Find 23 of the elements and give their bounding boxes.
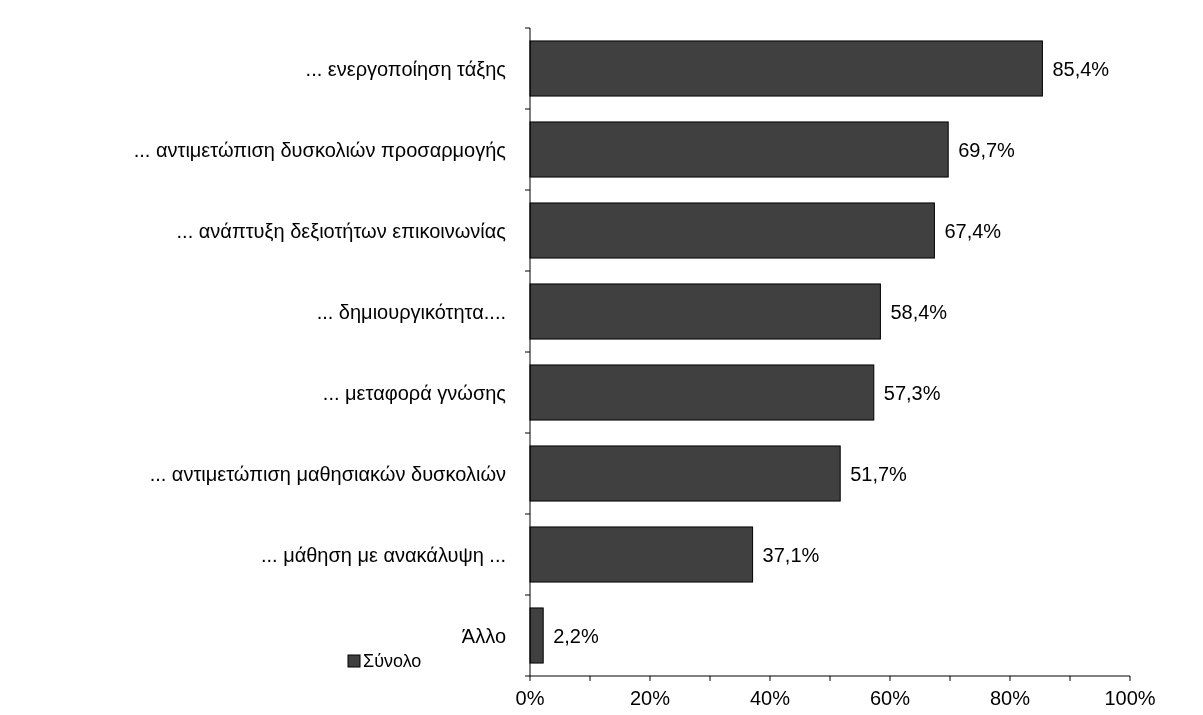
y-tick-label: ... δημιουργικότητα.... <box>316 300 506 323</box>
data-label: 57,3% <box>883 381 941 404</box>
y-tick-label: Άλλο <box>461 624 506 647</box>
y-tick-label: ... ενεργοποίηση τάξης <box>305 57 507 80</box>
y-tick-label: ... μεταφορά γνώσης <box>322 381 507 404</box>
x-tick-label: 20% <box>629 687 671 709</box>
x-tick-label: 60% <box>869 687 911 709</box>
data-label: 51,7% <box>850 462 908 485</box>
x-tick-label: 0% <box>515 687 545 709</box>
y-tick-label: ... ανάπτυξη δεξιοτήτων επικοινωνίας <box>176 219 507 242</box>
y-tick-label: ... αντιμετώπιση μαθησιακών δυσκολιών <box>149 462 506 485</box>
y-tick-label: ... αντιμετώπιση δυσκολιών προσαρμογής <box>133 138 507 161</box>
data-label: 67,4% <box>944 219 1002 242</box>
y-tick-label: ... μάθηση με ανακάλυψη ... <box>260 543 506 566</box>
data-label: 37,1% <box>762 543 820 566</box>
data-label: 2,2% <box>553 624 599 647</box>
data-label: 69,7% <box>958 138 1016 161</box>
data-label: 58,4% <box>890 300 948 323</box>
x-tick-label: 100% <box>1104 687 1156 709</box>
legend-label: Σύνολο <box>363 651 422 672</box>
data-label: 85,4% <box>1052 57 1110 80</box>
x-tick-label: 80% <box>989 687 1031 709</box>
x-tick-label: 40% <box>749 687 791 709</box>
